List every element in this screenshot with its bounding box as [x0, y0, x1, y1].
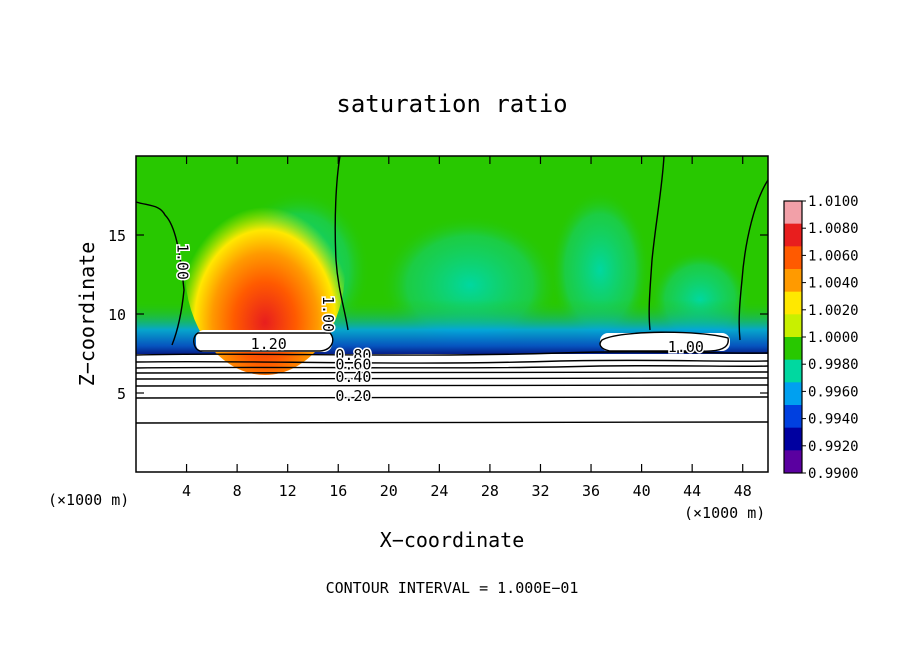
colorbar-label: 0.9980: [808, 357, 859, 373]
colorbar-label: 1.0020: [808, 303, 859, 319]
contour-line: [136, 421, 768, 424]
x-tick-label: 8: [233, 482, 242, 500]
x-tick-label: 24: [430, 482, 448, 500]
contour-line: [136, 384, 768, 387]
heatmap-field: 1.00 1.20 1.00 0.800.600.400.20 1.00: [136, 156, 768, 424]
colorbar-swatch: [784, 201, 802, 225]
contour-line: [648, 156, 665, 331]
x-tick-label: 44: [683, 482, 701, 500]
colorbar-label: 0.9920: [808, 439, 859, 455]
contour-line: [136, 359, 768, 364]
cloud-region: [600, 333, 730, 351]
colorbar-swatch: [784, 382, 802, 406]
contour-line: [136, 377, 768, 380]
colorbar-swatch: [784, 269, 802, 293]
contour-line: [334, 156, 349, 331]
contour-line: [193, 332, 334, 352]
colorbar-label: 1.0000: [808, 330, 859, 346]
contour-line: [599, 331, 729, 352]
contour-interval-note: CONTOUR INTERVAL = 1.000E−01: [326, 579, 579, 597]
colorbar-swatch: [784, 450, 802, 474]
contour-label: 0.40: [335, 368, 371, 386]
contour-line: [136, 396, 768, 399]
x-tick-label: 20: [380, 482, 398, 500]
contour-line: [136, 201, 185, 346]
supersaturated-plume: [185, 165, 345, 375]
colorbar-swatch: [784, 246, 802, 270]
contour-label: 1.00: [668, 338, 704, 356]
colorbar-swatch: [784, 291, 802, 315]
y-tick-label: 15: [108, 227, 126, 245]
colorbar-label: 1.0040: [808, 276, 859, 292]
x-tick-label: 4: [182, 482, 191, 500]
contour-label: 1.00: [319, 296, 337, 332]
colorbar: 1.0100 1.0080 1.0060 1.0040 1.0020 1.0000 0.99…: [783, 194, 859, 482]
colorbar-label: 1.0060: [808, 248, 859, 264]
contour-label: 0.80: [335, 346, 371, 364]
x-tick-label: 28: [481, 482, 499, 500]
x-tick-label: 16: [329, 482, 347, 500]
y-tick-label: 10: [108, 306, 126, 324]
colorbar-label: 1.0080: [808, 221, 859, 237]
contour-label: 0.20: [335, 387, 371, 405]
x-axis-label: X−coordinate: [380, 528, 525, 552]
colorbar-swatch: [784, 359, 802, 383]
chart-title: saturation ratio: [336, 90, 567, 118]
colorbar-swatch: [784, 314, 802, 338]
x-tick-label: 32: [531, 482, 549, 500]
contour-line: [136, 365, 768, 369]
colorbar-swatch: [784, 427, 802, 451]
contour-label: 1.20: [251, 335, 287, 353]
contour-line: [136, 371, 768, 374]
y-tick-label: 5: [117, 385, 126, 403]
colorbar-swatch: [784, 405, 802, 429]
x-unit-right: (×1000 m): [684, 504, 765, 522]
y-axis-ticks: 5 10 15: [108, 227, 768, 403]
contour-label: 0.60: [335, 355, 371, 373]
contour-line: [136, 351, 768, 356]
cloud-region: [196, 330, 332, 352]
colorbar-label: 1.0100: [808, 194, 859, 210]
contour-label: 1.00: [174, 244, 192, 280]
contour-lines: [136, 156, 768, 424]
contour-labels: 1.00 1.20 1.00 0.800.600.400.20 1.00: [172, 242, 705, 406]
x-tick-label: 40: [633, 482, 651, 500]
colorbar-label: 0.9900: [808, 466, 859, 482]
plot-area: 1.001.201.000.800.600.400.201.00 4 8 12 16 2…: [108, 155, 769, 500]
x-axis-ticks: 4 8 12 16 20 24 28 32 36 40 44 48: [182, 156, 752, 500]
x-tick-label: 36: [582, 482, 600, 500]
x-tick-label: 12: [279, 482, 297, 500]
colorbar-swatch: [784, 223, 802, 247]
colorbar-label: 0.9960: [808, 384, 859, 400]
colorbar-label: 0.9940: [808, 412, 859, 428]
colorbar-swatch: [784, 337, 802, 361]
contour-line: [738, 179, 768, 341]
x-unit-left: (×1000 m): [48, 491, 129, 509]
y-axis-label: Z−coordinate: [75, 242, 99, 387]
x-tick-label: 48: [734, 482, 752, 500]
